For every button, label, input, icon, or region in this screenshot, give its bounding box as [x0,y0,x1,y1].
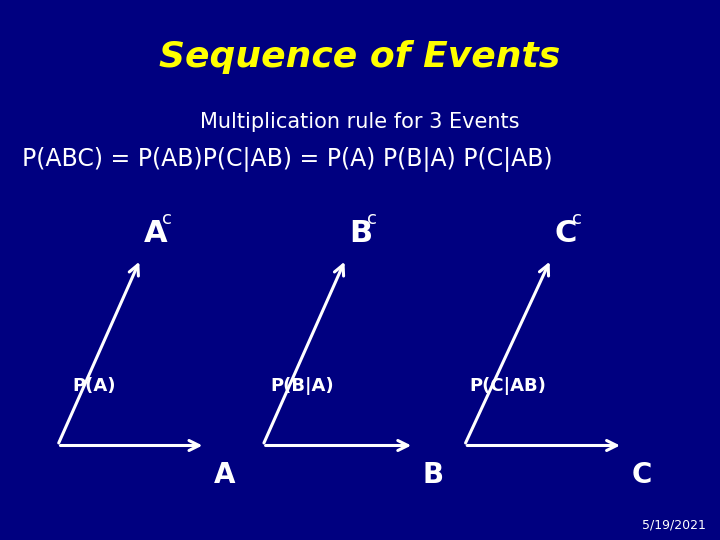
Text: B: B [423,461,444,489]
Text: P(ABC) = P(AB)P(C|AB) = P(A) P(B|A) P(C|AB): P(ABC) = P(AB)P(C|AB) = P(A) P(B|A) P(C|… [22,147,552,172]
Text: Multiplication rule for 3 Events: Multiplication rule for 3 Events [200,111,520,132]
Text: A: A [144,219,168,248]
Text: A: A [214,461,235,489]
Text: C: C [631,461,652,489]
Text: B: B [349,219,372,248]
Text: c: c [162,210,172,228]
Text: Sequence of Events: Sequence of Events [159,40,561,73]
Text: P(B|A): P(B|A) [270,377,333,395]
Text: c: c [367,210,377,228]
Text: c: c [572,210,582,228]
Text: P(C|AB): P(C|AB) [469,377,546,395]
Text: C: C [554,219,577,248]
Text: 5/19/2021: 5/19/2021 [642,519,706,532]
Text: P(A): P(A) [72,377,115,395]
